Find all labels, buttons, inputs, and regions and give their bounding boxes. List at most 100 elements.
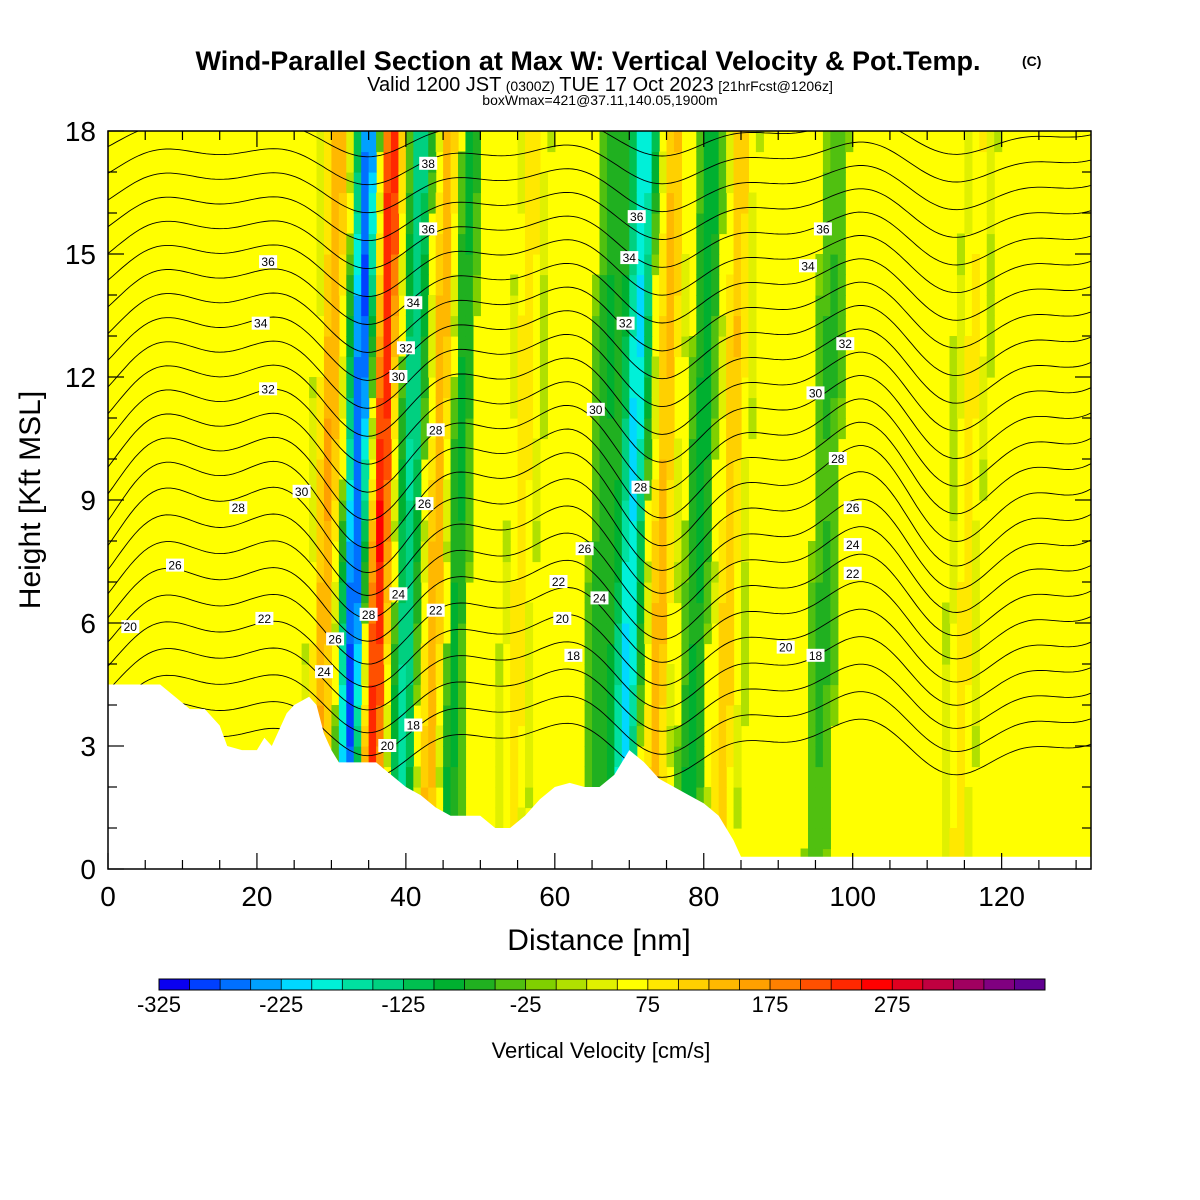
w-cell [659, 233, 668, 255]
w-cell [435, 582, 444, 604]
w-cell [830, 274, 839, 296]
w-cell [323, 274, 333, 296]
w-cell [331, 295, 340, 317]
w-cell [703, 561, 712, 583]
w-cell [740, 561, 750, 583]
w-cell [353, 623, 362, 645]
w-cell [659, 418, 668, 440]
isentrope-label: 18 [806, 648, 825, 663]
w-cell [688, 623, 697, 645]
w-cell [696, 151, 705, 173]
isentrope-line [108, 258, 1091, 325]
w-cell [703, 315, 712, 337]
w-cell [696, 377, 705, 399]
w-cell [390, 684, 400, 706]
w-cell [420, 172, 429, 194]
w-cell [621, 643, 630, 665]
w-cell [711, 172, 720, 194]
isentrope-label-text: 38 [422, 157, 436, 171]
isentrope-label: 34 [251, 316, 270, 331]
isentrope-label-bg [396, 341, 415, 355]
colorbar-swatch [159, 979, 190, 990]
isentrope-label-bg [259, 255, 278, 269]
w-cell [621, 623, 630, 645]
w-cell [510, 705, 519, 727]
w-cell [711, 274, 720, 296]
w-cell [450, 438, 459, 460]
w-cell [420, 438, 429, 460]
w-cell [942, 828, 951, 850]
w-cell [845, 131, 854, 153]
x-tick-label: 80 [688, 881, 719, 912]
w-cell [420, 233, 429, 255]
w-cell [420, 356, 429, 378]
w-cell [979, 356, 988, 378]
w-cell [733, 131, 742, 153]
w-cell [733, 787, 742, 809]
w-cell [621, 172, 630, 194]
w-cell [606, 151, 615, 173]
y-tick-label: 12 [65, 362, 96, 393]
w-cell [450, 500, 459, 522]
colorbar-swatch [617, 979, 649, 990]
isentrope-label-text: 18 [809, 649, 823, 663]
isentrope-label: 34 [404, 296, 423, 310]
w-cell [837, 151, 846, 173]
w-cell [331, 151, 340, 173]
w-cell [465, 356, 474, 378]
colorbar-swatch [586, 979, 618, 990]
w-cell [458, 520, 467, 542]
w-cell [621, 254, 630, 276]
w-cell [688, 561, 697, 583]
w-cell [316, 643, 325, 665]
isentrope-line [108, 691, 1091, 757]
w-cell [666, 233, 675, 255]
w-cell [688, 602, 697, 624]
w-cell [309, 418, 318, 440]
w-cell [830, 377, 839, 399]
w-cell [599, 520, 608, 542]
w-cell [644, 274, 653, 296]
w-cell [331, 192, 340, 214]
w-cell [666, 746, 675, 768]
w-cell [376, 356, 385, 378]
w-cell [688, 520, 697, 542]
w-cell [822, 807, 831, 829]
w-cell [740, 623, 750, 645]
w-cell [532, 520, 541, 542]
w-cell [316, 602, 325, 624]
w-cell [390, 664, 400, 686]
w-cell [413, 438, 422, 460]
w-cell [413, 254, 422, 276]
w-cell [703, 438, 712, 460]
w-cell [495, 766, 504, 788]
w-cell [346, 397, 355, 419]
w-cell [390, 705, 400, 727]
colorbar-swatch [922, 979, 954, 990]
w-cell [435, 664, 444, 686]
w-cell [450, 131, 459, 153]
w-cell [428, 479, 437, 501]
w-cell [592, 725, 601, 747]
w-cell [815, 684, 824, 706]
y-tick-label: 15 [65, 239, 96, 270]
w-cell [450, 459, 459, 481]
w-cell [949, 459, 958, 481]
w-cell [636, 561, 645, 583]
w-cell [942, 602, 951, 624]
w-cell [413, 151, 422, 173]
w-cell [614, 418, 623, 440]
w-cell [539, 172, 548, 194]
w-cell [323, 561, 333, 583]
w-cell [830, 295, 839, 317]
w-cell [525, 787, 534, 809]
w-cell [525, 438, 534, 460]
w-cell [443, 377, 452, 399]
isentrope-label: 28 [631, 480, 650, 495]
w-cell [822, 664, 831, 686]
w-cell [681, 746, 690, 768]
w-cell [510, 336, 519, 358]
w-cell [815, 725, 824, 747]
w-cell [696, 746, 705, 768]
w-cell [688, 725, 697, 747]
